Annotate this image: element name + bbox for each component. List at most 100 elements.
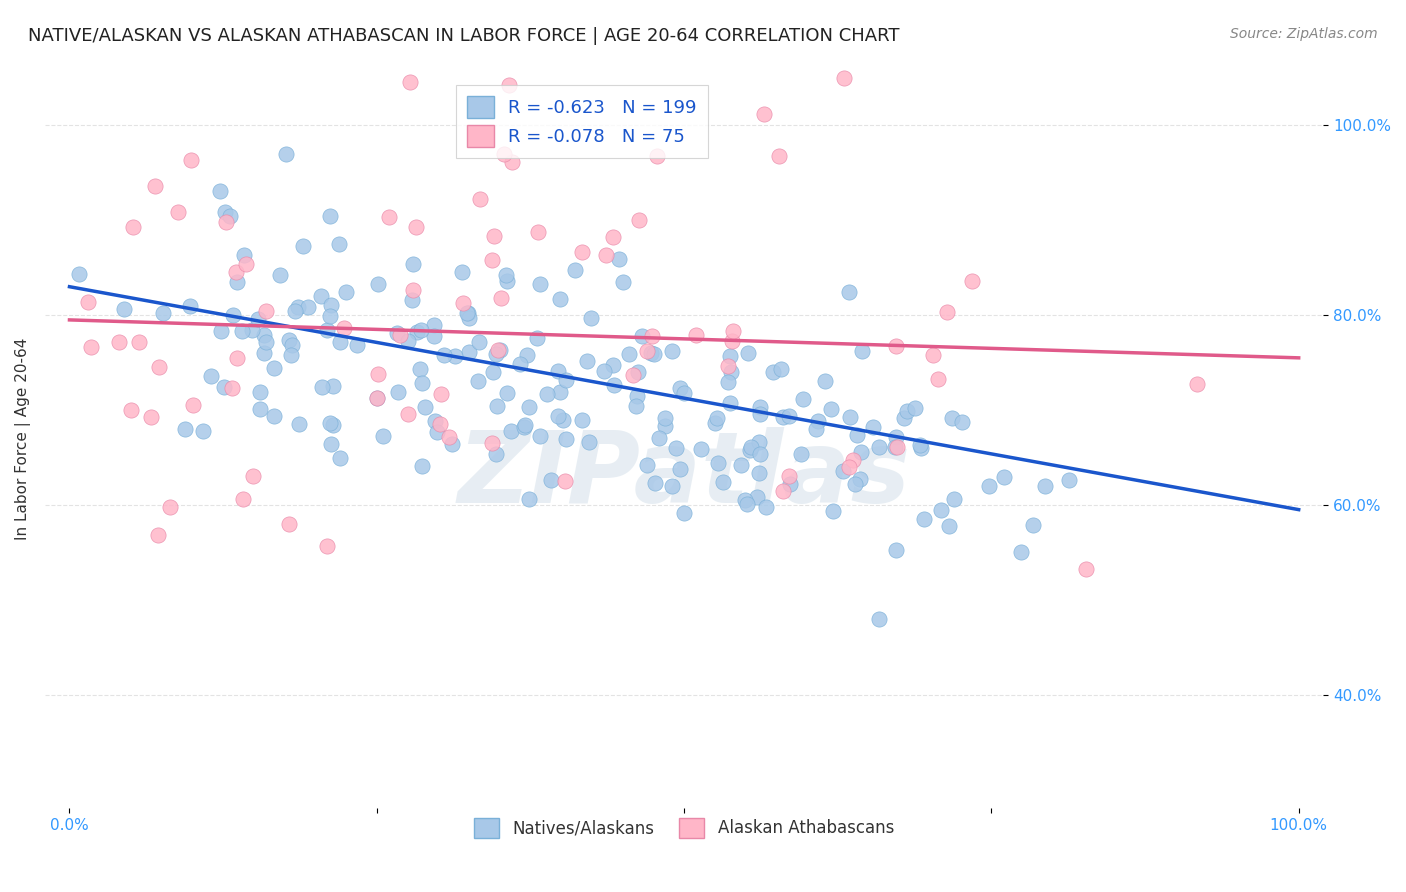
Point bbox=[821, 503, 844, 517]
Point bbox=[602, 358, 624, 372]
Point bbox=[429, 417, 451, 431]
Point bbox=[212, 380, 235, 394]
Point bbox=[366, 391, 388, 405]
Point bbox=[152, 306, 174, 320]
Point bbox=[128, 334, 150, 349]
Point bbox=[654, 410, 676, 425]
Point bbox=[711, 475, 734, 490]
Point bbox=[457, 345, 479, 359]
Point bbox=[263, 409, 285, 423]
Point bbox=[790, 446, 813, 460]
Point bbox=[792, 392, 814, 406]
Point bbox=[371, 428, 394, 442]
Point bbox=[673, 506, 696, 520]
Point bbox=[721, 334, 744, 349]
Point bbox=[458, 310, 481, 325]
Point bbox=[226, 351, 249, 366]
Point bbox=[718, 350, 741, 364]
Point bbox=[627, 365, 650, 379]
Point bbox=[884, 430, 907, 444]
Point bbox=[1057, 473, 1080, 487]
Point bbox=[468, 334, 491, 349]
Point bbox=[838, 285, 860, 299]
Point bbox=[645, 149, 668, 163]
Point bbox=[457, 306, 479, 320]
Point bbox=[321, 437, 343, 451]
Point bbox=[411, 458, 433, 473]
Point bbox=[221, 381, 243, 395]
Point bbox=[927, 372, 949, 386]
Point bbox=[240, 323, 263, 337]
Point bbox=[529, 277, 551, 292]
Point bbox=[720, 365, 742, 379]
Point bbox=[146, 528, 169, 542]
Point bbox=[167, 204, 190, 219]
Point bbox=[253, 346, 276, 360]
Point bbox=[851, 344, 873, 359]
Point bbox=[456, 305, 478, 319]
Point bbox=[806, 422, 828, 436]
Point bbox=[820, 402, 842, 417]
Point bbox=[912, 512, 935, 526]
Point bbox=[636, 458, 658, 472]
Point bbox=[884, 542, 907, 557]
Point bbox=[481, 252, 503, 267]
Point bbox=[437, 430, 460, 444]
Point bbox=[868, 440, 890, 454]
Point bbox=[527, 226, 550, 240]
Point bbox=[225, 275, 247, 289]
Point bbox=[495, 274, 517, 288]
Point bbox=[748, 466, 770, 480]
Point bbox=[367, 277, 389, 291]
Point bbox=[846, 427, 869, 442]
Point bbox=[423, 318, 446, 332]
Point bbox=[849, 472, 872, 486]
Point bbox=[1021, 518, 1043, 533]
Point bbox=[489, 291, 512, 305]
Point bbox=[468, 193, 491, 207]
Point bbox=[554, 474, 576, 488]
Point bbox=[180, 153, 202, 167]
Point bbox=[501, 154, 523, 169]
Point bbox=[768, 149, 790, 163]
Point bbox=[402, 257, 425, 271]
Point bbox=[595, 248, 617, 262]
Point bbox=[883, 441, 905, 455]
Point bbox=[571, 244, 593, 259]
Point bbox=[862, 419, 884, 434]
Point bbox=[387, 385, 409, 400]
Point bbox=[993, 470, 1015, 484]
Point bbox=[385, 326, 408, 340]
Point bbox=[772, 484, 794, 499]
Text: ZIPatlas: ZIPatlas bbox=[457, 427, 911, 524]
Point bbox=[269, 268, 291, 282]
Point bbox=[319, 298, 342, 312]
Point bbox=[406, 325, 429, 339]
Point bbox=[219, 209, 242, 223]
Point bbox=[748, 401, 770, 415]
Point bbox=[179, 299, 201, 313]
Point bbox=[208, 184, 231, 198]
Point bbox=[640, 345, 662, 359]
Point bbox=[322, 379, 344, 393]
Point bbox=[215, 215, 238, 229]
Text: Source: ZipAtlas.com: Source: ZipAtlas.com bbox=[1230, 27, 1378, 41]
Point bbox=[832, 464, 855, 478]
Point bbox=[626, 389, 648, 403]
Point bbox=[396, 334, 419, 348]
Point bbox=[529, 429, 551, 443]
Point bbox=[643, 346, 665, 360]
Point bbox=[730, 458, 752, 472]
Point bbox=[77, 295, 100, 310]
Point bbox=[718, 396, 741, 410]
Point bbox=[409, 323, 432, 337]
Point bbox=[748, 408, 770, 422]
Point bbox=[1074, 562, 1097, 576]
Point bbox=[778, 409, 800, 423]
Point bbox=[399, 75, 422, 89]
Point bbox=[108, 334, 131, 349]
Point bbox=[770, 362, 793, 376]
Point bbox=[960, 274, 983, 288]
Point bbox=[319, 416, 342, 430]
Point bbox=[254, 335, 277, 350]
